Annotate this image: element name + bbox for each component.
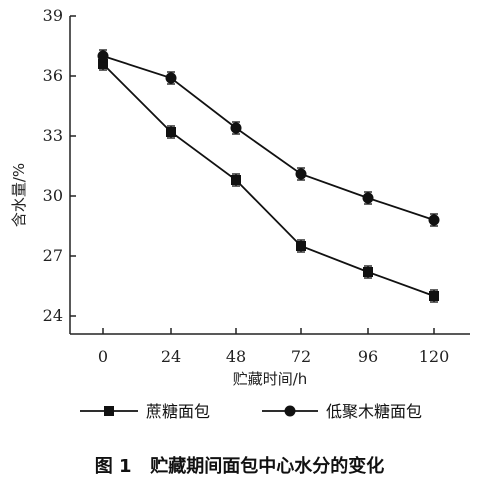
legend-marker — [284, 405, 296, 417]
data-point — [165, 72, 177, 84]
data-point — [429, 291, 439, 301]
series-1 — [98, 57, 439, 303]
x-tick-label: 48 — [226, 347, 246, 366]
legend-label: 蔗糖面包 — [146, 402, 210, 421]
data-point — [296, 241, 306, 251]
data-point — [166, 127, 176, 137]
data-point — [362, 192, 374, 204]
y-tick-label: 39 — [43, 6, 63, 25]
legend: 蔗糖面包 低聚木糖面包 — [80, 402, 422, 421]
data-point — [231, 175, 241, 185]
legend-item-2: 低聚木糖面包 — [262, 402, 422, 421]
y-tick-label: 24 — [43, 306, 63, 325]
caption-text: 贮藏期间面包中心水分的变化 — [150, 456, 385, 477]
x-ticks: 0 24 48 72 96 120 — [98, 328, 449, 366]
series-line — [102, 55, 435, 221]
axes — [69, 16, 470, 335]
data-point — [295, 168, 307, 180]
y-tick-label: 36 — [43, 66, 63, 85]
x-tick-label: 24 — [161, 347, 181, 366]
x-tick-label: 0 — [98, 347, 108, 366]
legend-marker — [104, 406, 114, 416]
data-point — [98, 59, 108, 69]
data-point — [97, 50, 109, 62]
y-tick-label: 27 — [43, 246, 63, 265]
data-point — [230, 122, 242, 134]
y-axis-title: 含水量/% — [10, 163, 28, 227]
y-tick-label: 30 — [43, 186, 63, 205]
figure-caption: 图 1 贮藏期间面包中心水分的变化 — [0, 452, 479, 478]
legend-item-1: 蔗糖面包 — [80, 402, 210, 421]
y-ticks: 24 27 30 33 36 39 — [43, 6, 76, 325]
y-tick-label: 33 — [43, 126, 63, 145]
series-2 — [97, 49, 440, 227]
caption-label: 图 1 — [94, 456, 132, 477]
chart-canvas: 24 27 30 33 36 39 0 24 48 72 96 120 含水量/% 贮藏时间/h 蔗… — [10, 6, 470, 421]
x-tick-label: 72 — [291, 347, 311, 366]
x-axis-title: 贮藏时间/h — [233, 370, 308, 388]
x-tick-label: 96 — [358, 347, 378, 366]
data-point — [428, 214, 440, 226]
series-line — [102, 63, 435, 297]
x-tick-label: 120 — [419, 347, 450, 366]
legend-label: 低聚木糖面包 — [326, 402, 422, 421]
data-point — [363, 267, 373, 277]
plot-area — [97, 49, 440, 303]
